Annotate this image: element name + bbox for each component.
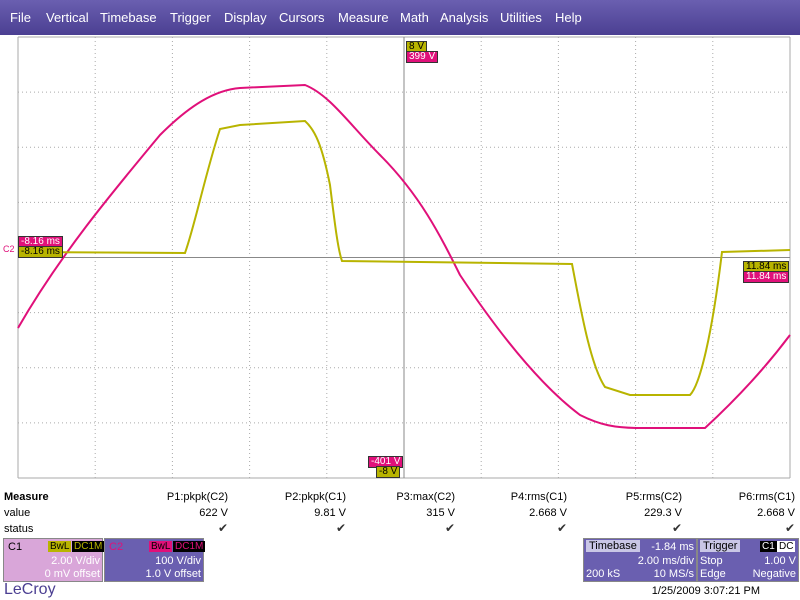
source: C1 [760,541,777,552]
level: 1.00 V [764,555,796,567]
menu-item[interactable]: Measure [338,10,389,25]
samples: 200 kS [586,568,621,580]
channel-box[interactable]: C1 BwL DC1M 2.00 V/div 0 mV offset [3,538,105,582]
status-check: ✔ [444,521,455,535]
menu-item[interactable]: Timebase [100,10,157,25]
timebase-title: Timebase [586,540,640,552]
menu-item[interactable]: Analysis [440,10,489,25]
trigger-box[interactable]: Trigger C1 DC Stop 1.00 V Edge Negative [697,538,799,582]
measure-header: P1:pkpk(C2) [166,491,228,503]
scale: 2.00 V/div [51,555,100,567]
timestamp: 1/25/2009 3:07:21 PM [651,585,760,597]
slope: Negative [752,568,796,580]
bandwidth: BwL [48,541,72,552]
scale: 2.00 ms/div [637,555,694,567]
bandwidth: BwL [149,541,173,552]
menu-item[interactable]: File [10,10,31,25]
coupling: DC1M [72,541,105,552]
menu-item[interactable]: Cursors [279,10,325,25]
menu-item[interactable]: Math [400,10,429,25]
marker-right-c2: 11.84 ms [743,271,790,283]
status-check: ✔ [671,521,682,535]
channel-name: C1 [8,541,23,553]
menu-item[interactable]: Vertical [46,10,89,25]
offset: 1.0 V offset [145,568,201,580]
menu-item[interactable]: Display [224,10,267,25]
measure-value: 2.668 V [529,507,567,519]
row-label: value [4,507,31,519]
coupling: DC [777,541,796,552]
measure-value: 2.668 V [757,507,795,519]
timebase-box[interactable]: Timebase -1.84 ms 2.00 ms/div 200 kS 10 … [583,538,697,582]
offset: 0 mV offset [44,568,100,580]
delay: -1.84 ms [651,541,694,553]
measure-header: P5:rms(C2) [625,491,682,503]
trigger-title: Trigger [700,540,741,552]
menu-item[interactable]: Trigger [170,10,211,25]
mode: Stop [700,555,723,567]
graticule [17,36,791,479]
measure-header: P6:rms(C1) [738,491,795,503]
brand: LeCroy [4,581,56,598]
status-check: ✔ [784,521,795,535]
trace-c1 [17,119,791,396]
trace-c2 [17,83,791,429]
status-check: ✔ [217,521,228,535]
coupling: DC1M [173,541,206,552]
marker-bottom-c1: -8 V [376,466,401,478]
scope-display [17,36,791,479]
measure-value: 229.3 V [644,507,682,519]
type: Edge [700,568,726,580]
rate: 10 MS/s [653,568,694,580]
measure-value: 9.81 V [314,507,346,519]
menu-item[interactable]: Help [555,10,582,25]
marker-top-c2: 399 V [406,51,439,63]
menu-item[interactable]: Utilities [500,10,542,25]
measure-value: 622 V [199,507,228,519]
channel-name: C2 [109,541,124,553]
measure-value: 315 V [426,507,455,519]
scale: 100 V/div [155,555,201,567]
menu-bar: File Vertical Timebase Trigger Display Cursor… [0,0,800,35]
measure-header: P2:pkpk(C1) [284,491,346,503]
measure-title: Measure [4,491,49,503]
measure-header: P4:rms(C1) [510,491,567,503]
channel-box[interactable]: C2 BwL DC1M 100 V/div 1.0 V offset [104,538,206,582]
measure-header: P3:max(C2) [396,491,455,503]
status-check: ✔ [335,521,346,535]
row-label: status [4,523,34,535]
status-check: ✔ [556,521,567,535]
marker-left-c1: -8.16 ms [18,246,63,258]
channel-marker: C2 [3,244,15,254]
